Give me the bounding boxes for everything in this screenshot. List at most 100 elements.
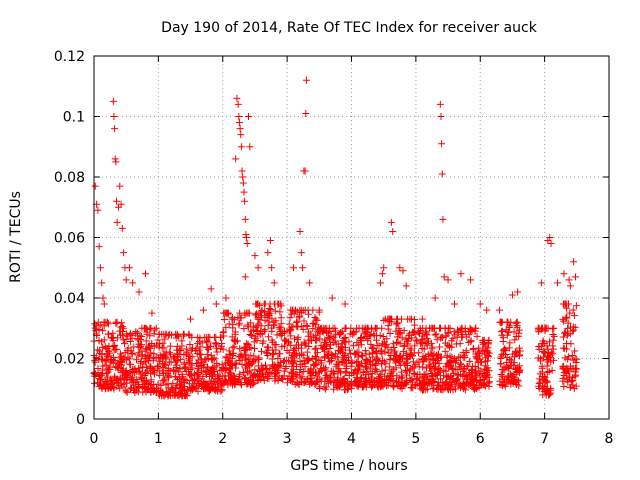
data-point: [94, 206, 102, 214]
data-point: [232, 378, 240, 386]
data-point: [147, 388, 155, 396]
data-point: [230, 372, 238, 380]
data-point: [437, 113, 445, 120]
data-point: [457, 327, 465, 335]
data-point: [502, 346, 510, 354]
data-point: [384, 372, 392, 380]
data-point: [186, 372, 194, 380]
data-point: [572, 359, 580, 367]
data-point: [439, 372, 447, 380]
data-point: [359, 369, 367, 377]
data-point: [188, 333, 196, 341]
data-point: [290, 335, 298, 343]
data-point: [321, 367, 329, 375]
y-tick-label: 0.08: [54, 170, 85, 186]
data-point: [231, 328, 239, 336]
data-point: [403, 377, 411, 385]
data-point: [546, 234, 554, 241]
data-point: [424, 376, 432, 384]
data-point: [467, 338, 475, 346]
data-point: [446, 381, 454, 389]
data-point: [262, 370, 270, 378]
data-point: [288, 360, 296, 368]
data-point: [194, 356, 202, 364]
data-point: [228, 315, 236, 323]
data-point: [289, 368, 297, 376]
data-point: [514, 368, 522, 376]
data-point: [496, 306, 504, 314]
data-point: [283, 346, 291, 354]
data-point: [393, 372, 401, 380]
data-point: [436, 343, 444, 351]
data-point: [431, 331, 439, 339]
data-point: [175, 390, 183, 398]
data-point: [256, 372, 264, 380]
data-point: [196, 343, 204, 351]
data-point: [559, 315, 567, 323]
data-point: [230, 343, 238, 351]
data-point: [200, 385, 208, 393]
data-point: [471, 327, 479, 335]
data-point: [188, 353, 196, 361]
data-point: [514, 288, 522, 296]
data-point: [543, 342, 551, 350]
data-point: [504, 328, 512, 336]
data-point: [271, 369, 279, 377]
data-point: [469, 346, 477, 354]
data-point: [355, 324, 363, 332]
data-point: [351, 349, 359, 357]
data-point: [280, 336, 288, 344]
data-point: [306, 370, 314, 378]
data-point: [147, 324, 155, 332]
data-point: [96, 380, 104, 388]
grid-lines: [93, 55, 610, 420]
data-point: [407, 346, 415, 354]
data-point: [239, 179, 247, 187]
data-point: [386, 363, 394, 371]
data-point: [253, 336, 261, 344]
data-point: [364, 324, 372, 332]
data-point: [98, 350, 106, 358]
y-tick-label: 0.02: [54, 352, 85, 368]
data-point: [257, 347, 265, 355]
data-point: [413, 358, 421, 366]
data-point: [91, 320, 99, 328]
data-point: [422, 340, 430, 348]
data-point: [303, 322, 311, 330]
data-point: [247, 331, 255, 339]
data-point: [455, 379, 463, 387]
data-point: [377, 370, 385, 378]
data-point: [264, 344, 272, 352]
data-point: [154, 336, 162, 344]
data-point: [463, 333, 471, 341]
data-point: [91, 379, 99, 387]
x-tick-label: 0: [90, 431, 99, 447]
data-point: [206, 366, 214, 374]
data-point: [408, 364, 416, 372]
data-point: [222, 376, 230, 384]
y-tick-label: 0.12: [54, 49, 85, 65]
data-point: [402, 359, 410, 367]
x-tick-label: 2: [218, 431, 227, 447]
data-point: [181, 379, 189, 387]
data-point: [535, 345, 543, 353]
data-point: [112, 319, 120, 327]
x-tick-label: 4: [347, 431, 356, 447]
data-point: [549, 325, 557, 333]
data-point: [506, 355, 514, 363]
data-point: [115, 360, 123, 368]
data-point: [396, 329, 404, 337]
data-point: [158, 392, 166, 400]
data-point: [242, 354, 250, 362]
data-point: [176, 365, 184, 373]
data-point: [133, 356, 141, 364]
data-point: [296, 312, 304, 320]
data-point: [259, 364, 267, 372]
data-point: [423, 341, 431, 349]
data-point: [126, 330, 134, 338]
data-point: [287, 332, 295, 340]
data-point: [242, 364, 250, 372]
data-point: [257, 312, 265, 320]
data-point: [344, 385, 352, 393]
data-point: [232, 338, 240, 346]
